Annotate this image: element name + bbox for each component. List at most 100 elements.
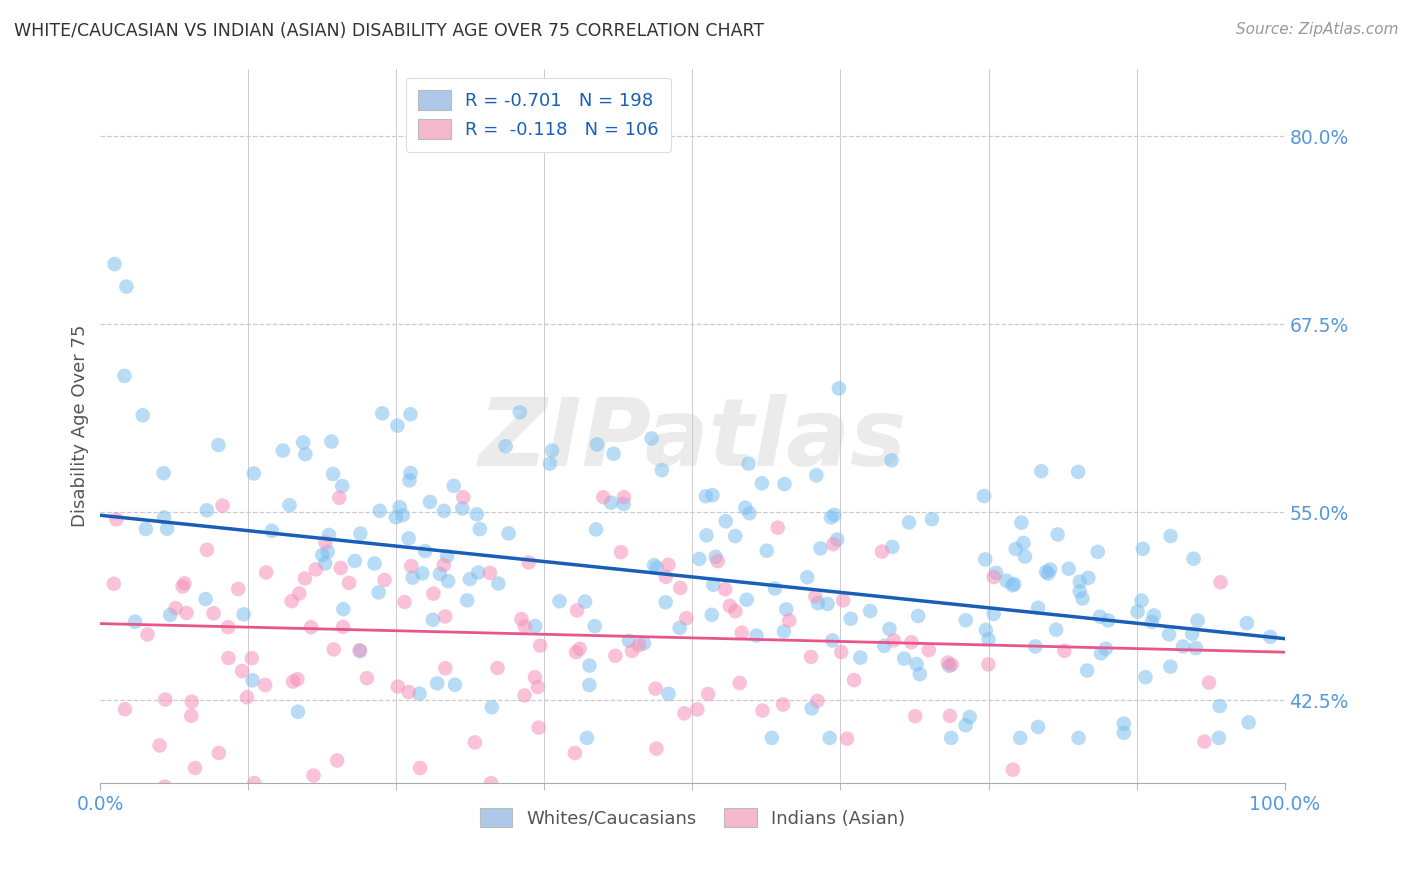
Point — [433, 504, 456, 518]
Point — [398, 532, 420, 546]
Point — [602, 447, 624, 461]
Point — [955, 613, 977, 627]
Point — [302, 768, 325, 782]
Point — [195, 503, 218, 517]
Point — [399, 466, 422, 480]
Text: Source: ZipAtlas.com: Source: ZipAtlas.com — [1236, 22, 1399, 37]
Point — [870, 544, 893, 558]
Point — [1135, 670, 1157, 684]
Point — [436, 549, 458, 563]
Point — [363, 557, 385, 571]
Point — [1140, 615, 1163, 629]
Point — [728, 676, 751, 690]
Point — [385, 783, 408, 797]
Point — [287, 705, 309, 719]
Point — [734, 500, 756, 515]
Point — [1132, 541, 1154, 556]
Point — [1069, 574, 1091, 589]
Point — [654, 595, 676, 609]
Point — [640, 432, 662, 446]
Point — [299, 620, 322, 634]
Point — [578, 658, 600, 673]
Point — [394, 595, 416, 609]
Point — [938, 658, 960, 673]
Point — [880, 453, 903, 467]
Point — [399, 559, 422, 574]
Point — [702, 578, 724, 592]
Point — [387, 680, 409, 694]
Point — [103, 576, 125, 591]
Point — [745, 629, 768, 643]
Point — [1001, 763, 1024, 777]
Point — [806, 468, 828, 483]
Point — [422, 586, 444, 600]
Y-axis label: Disability Age Over 75: Disability Age Over 75 — [72, 325, 89, 527]
Point — [921, 512, 943, 526]
Point — [1209, 575, 1232, 590]
Point — [645, 741, 668, 756]
Point — [429, 566, 451, 581]
Point — [800, 701, 823, 715]
Point — [882, 540, 904, 554]
Point — [292, 435, 315, 450]
Point — [523, 670, 546, 684]
Point — [1024, 640, 1046, 654]
Point — [1001, 578, 1024, 592]
Point — [399, 407, 422, 421]
Point — [688, 552, 710, 566]
Point — [842, 673, 865, 687]
Point — [904, 709, 927, 723]
Point — [1045, 623, 1067, 637]
Point — [510, 612, 533, 626]
Point — [600, 496, 623, 510]
Point — [271, 443, 294, 458]
Point — [724, 604, 747, 618]
Point — [374, 573, 396, 587]
Point — [1014, 549, 1036, 564]
Point — [529, 639, 551, 653]
Point — [658, 783, 681, 797]
Point — [686, 702, 709, 716]
Point — [807, 596, 830, 610]
Point — [1160, 529, 1182, 543]
Point — [202, 606, 225, 620]
Point — [280, 594, 302, 608]
Point — [1077, 571, 1099, 585]
Point — [408, 687, 430, 701]
Point — [800, 649, 823, 664]
Point — [486, 661, 509, 675]
Point — [645, 561, 668, 575]
Point — [465, 508, 488, 522]
Point — [294, 447, 316, 461]
Point — [820, 510, 842, 524]
Point — [905, 657, 928, 672]
Text: WHITE/CAUCASIAN VS INDIAN (ASIAN) DISABILITY AGE OVER 75 CORRELATION CHART: WHITE/CAUCASIAN VS INDIAN (ASIAN) DISABI… — [14, 22, 765, 40]
Point — [984, 566, 1007, 580]
Point — [617, 633, 640, 648]
Point — [548, 594, 571, 608]
Point — [995, 574, 1018, 588]
Point — [1236, 616, 1258, 631]
Point — [314, 535, 336, 549]
Text: ZIPatlas: ZIPatlas — [478, 394, 907, 486]
Point — [849, 650, 872, 665]
Point — [538, 457, 561, 471]
Point — [859, 604, 882, 618]
Point — [682, 821, 704, 835]
Point — [714, 514, 737, 528]
Point — [804, 590, 827, 604]
Point — [1046, 527, 1069, 541]
Point — [1208, 731, 1230, 745]
Point — [1194, 734, 1216, 748]
Point — [610, 545, 633, 559]
Point — [818, 731, 841, 745]
Point — [1143, 608, 1166, 623]
Point — [1026, 600, 1049, 615]
Point — [156, 522, 179, 536]
Point — [908, 667, 931, 681]
Point — [367, 585, 389, 599]
Point — [329, 561, 352, 575]
Point — [695, 528, 717, 542]
Point — [879, 622, 901, 636]
Point — [322, 642, 344, 657]
